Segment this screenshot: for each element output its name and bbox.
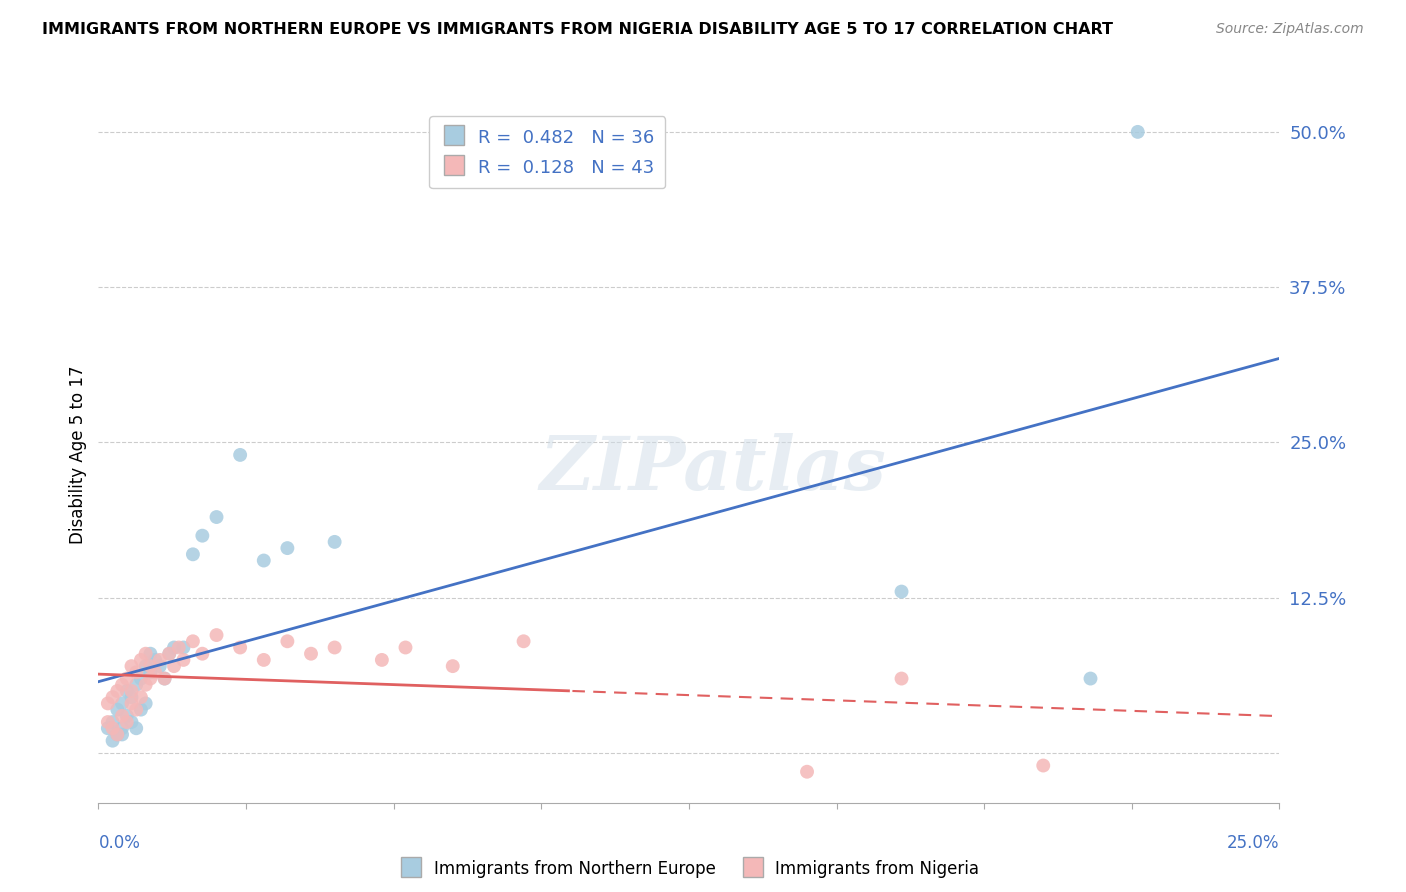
Point	[129, 690, 152, 705]
Point	[139, 659, 162, 673]
Point	[115, 684, 138, 698]
Point	[276, 541, 298, 555]
Point	[1126, 125, 1149, 139]
Point	[121, 714, 143, 729]
Point	[229, 640, 252, 655]
Point	[181, 547, 204, 561]
Point	[121, 684, 143, 698]
Text: Source: ZipAtlas.com: Source: ZipAtlas.com	[1216, 22, 1364, 37]
Point	[121, 690, 143, 705]
Point	[139, 665, 162, 680]
Point	[1080, 672, 1102, 686]
Point	[205, 628, 228, 642]
Point	[890, 584, 912, 599]
Point	[101, 690, 124, 705]
Point	[135, 659, 157, 673]
Point	[121, 697, 143, 711]
Point	[149, 653, 172, 667]
Point	[129, 672, 152, 686]
Point	[105, 684, 128, 698]
Point	[129, 653, 152, 667]
Point	[105, 727, 128, 741]
Point	[157, 647, 180, 661]
Point	[441, 659, 464, 673]
Point	[105, 703, 128, 717]
Point	[135, 678, 157, 692]
Point	[371, 653, 394, 667]
Point	[796, 764, 818, 779]
Point	[111, 697, 134, 711]
Point	[125, 678, 148, 692]
Point	[1032, 758, 1054, 772]
Point	[111, 678, 134, 692]
Point	[153, 672, 176, 686]
Point	[181, 634, 204, 648]
Point	[276, 634, 298, 648]
Point	[163, 640, 186, 655]
Point	[97, 721, 120, 735]
Point	[115, 708, 138, 723]
Point	[139, 672, 162, 686]
Point	[253, 553, 276, 567]
Point	[157, 647, 180, 661]
Point	[253, 653, 276, 667]
Point	[115, 672, 138, 686]
Point	[512, 634, 534, 648]
Point	[149, 659, 172, 673]
Point	[172, 653, 194, 667]
Text: ZIPatlas: ZIPatlas	[538, 433, 886, 505]
Point	[101, 721, 124, 735]
Point	[229, 448, 252, 462]
Point	[101, 714, 124, 729]
Point	[125, 665, 148, 680]
Point	[167, 640, 190, 655]
Point	[323, 640, 346, 655]
Point	[890, 672, 912, 686]
Point	[125, 721, 148, 735]
Point	[101, 733, 124, 747]
Text: 25.0%: 25.0%	[1227, 834, 1279, 852]
Point	[97, 697, 120, 711]
Point	[191, 647, 214, 661]
Point	[143, 665, 166, 680]
Point	[299, 647, 322, 661]
Point	[205, 510, 228, 524]
Point	[172, 640, 194, 655]
Point	[129, 703, 152, 717]
Legend: Immigrants from Northern Europe, Immigrants from Nigeria: Immigrants from Northern Europe, Immigra…	[392, 853, 986, 885]
Point	[111, 727, 134, 741]
Point	[143, 653, 166, 667]
Point	[323, 534, 346, 549]
Point	[139, 647, 162, 661]
Point	[111, 708, 134, 723]
Point	[394, 640, 416, 655]
Text: 0.0%: 0.0%	[98, 834, 141, 852]
Y-axis label: Disability Age 5 to 17: Disability Age 5 to 17	[69, 366, 87, 544]
Point	[191, 529, 214, 543]
Point	[163, 659, 186, 673]
Point	[105, 727, 128, 741]
Point	[135, 697, 157, 711]
Point	[115, 714, 138, 729]
Point	[153, 672, 176, 686]
Point	[135, 647, 157, 661]
Point	[121, 659, 143, 673]
Text: IMMIGRANTS FROM NORTHERN EUROPE VS IMMIGRANTS FROM NIGERIA DISABILITY AGE 5 TO 1: IMMIGRANTS FROM NORTHERN EUROPE VS IMMIG…	[42, 22, 1114, 37]
Point	[125, 703, 148, 717]
Point	[111, 721, 134, 735]
Point	[97, 714, 120, 729]
